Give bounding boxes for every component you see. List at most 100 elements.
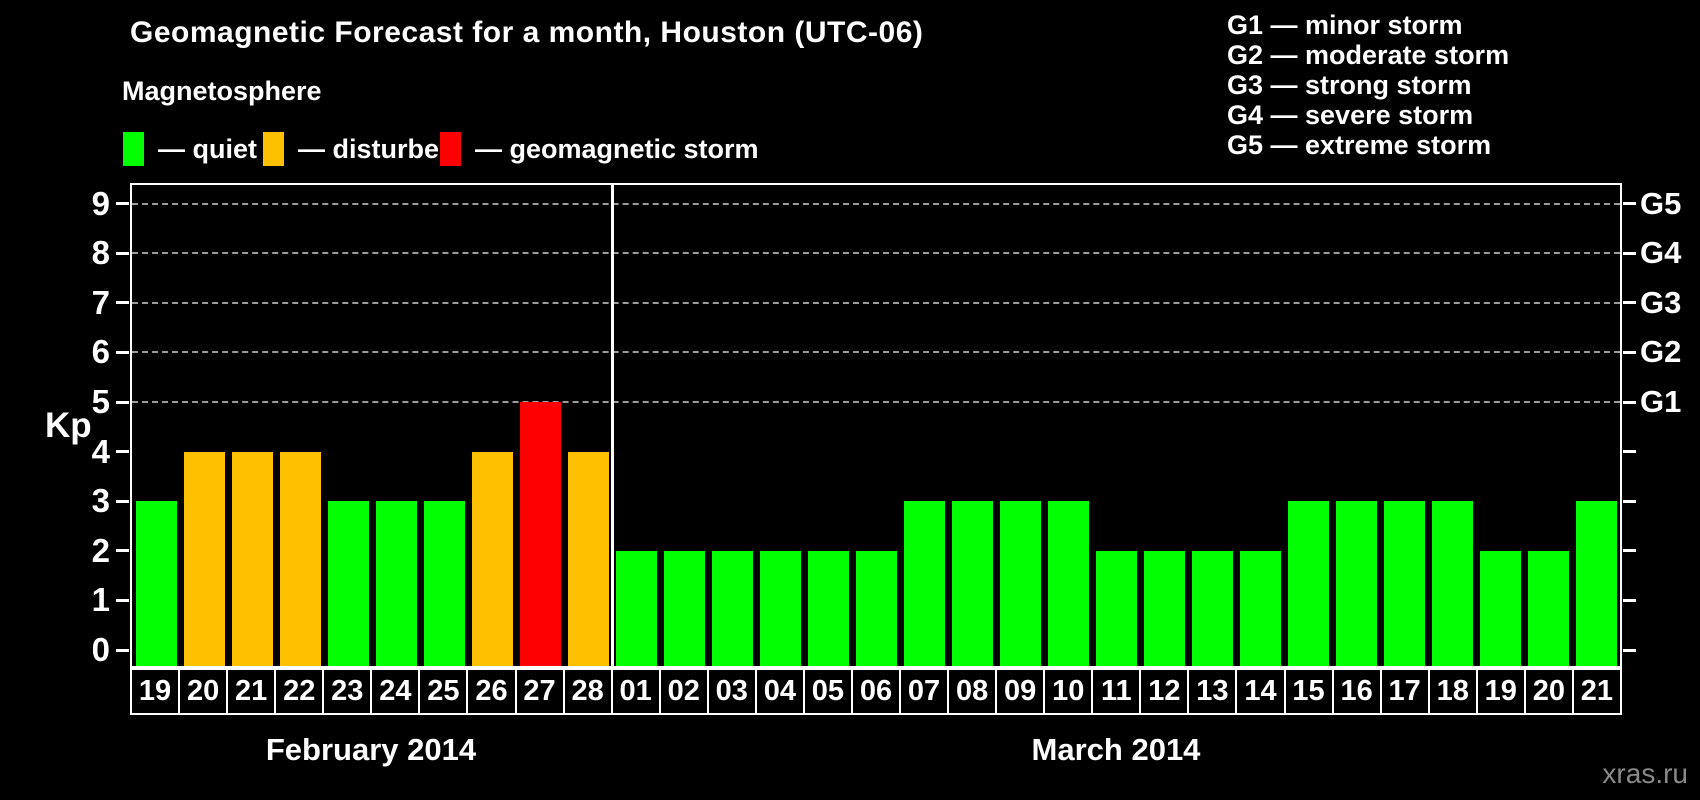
y-tick-right-2 (1623, 549, 1636, 553)
y-tick-left-9 (116, 202, 129, 206)
right-axis-label-g2: G2 (1640, 334, 1682, 370)
gridline-kp6 (132, 351, 1620, 354)
date-cell-mar-18: 18 (1427, 668, 1478, 715)
legend-item-quiet: — quiet (123, 131, 257, 167)
month-label-february: February 2014 (265, 732, 477, 767)
date-axis: 19 20 21 22 23 24 25 26 27 28 01 02 03 04 05 06 07 08 09 10… (130, 668, 1622, 715)
kp-bar-feb-20 (183, 451, 225, 666)
date-cell-mar-03: 03 (706, 668, 757, 715)
g-legend-item-g4: G4 — severe storm (1227, 100, 1474, 130)
kp-bar-feb-26 (471, 451, 513, 666)
y-tick-left-7 (116, 301, 129, 305)
kp-bar-mar-15 (1287, 501, 1329, 666)
kp-bar-feb-21 (231, 451, 273, 666)
date-cell-feb-22: 22 (274, 668, 325, 715)
date-cell-mar-19: 19 (1475, 668, 1526, 715)
kp-bar-mar-14 (1239, 550, 1281, 666)
chart-area: Kp 0 1 2 3 4 5 6 7 8 9 G1 G2 G3 G4 G5 19 20 21 22 23 24 25 26… (45, 183, 1681, 800)
y-tick-label-9: 9 (91, 184, 110, 222)
kp-bar-mar-20 (1527, 550, 1569, 666)
date-cell-mar-15: 15 (1283, 668, 1334, 715)
date-cell-feb-23: 23 (322, 668, 373, 715)
legend-label-quiet: — quiet (158, 133, 257, 164)
date-cell-feb-19: 19 (130, 668, 181, 715)
date-cell-feb-20: 20 (178, 668, 229, 715)
g-legend-item-g2: G2 — moderate storm (1227, 40, 1510, 70)
g-legend-item-g3: G3 — strong storm (1227, 70, 1472, 100)
date-cell-mar-02: 02 (658, 668, 709, 715)
kp-bar-mar-18 (1431, 501, 1473, 666)
y-tick-left-6 (116, 350, 129, 354)
g-legend-item-g5: G5 — extreme storm (1227, 130, 1492, 160)
date-cell-feb-21: 21 (226, 668, 277, 715)
kp-bar-feb-28 (567, 451, 609, 666)
kp-bar-mar-02 (663, 550, 705, 666)
date-cell-feb-25: 25 (418, 668, 469, 715)
date-cell-mar-01: 01 (610, 668, 661, 715)
legend-label-storm: — geomagnetic storm (475, 133, 759, 164)
legend-label-disturbed: — disturbed (298, 133, 456, 164)
g-scale-legend: G1 — minor storm G2 — moderate storm G3 … (1227, 10, 1509, 160)
kp-bar-feb-24 (375, 501, 417, 666)
y-tick-label-6: 6 (91, 333, 110, 371)
y-tick-right-7 (1623, 301, 1636, 305)
kp-bar-mar-16 (1335, 501, 1377, 666)
y-tick-left-5 (116, 400, 129, 404)
date-cell-mar-04: 04 (754, 668, 805, 715)
date-cell-feb-24: 24 (370, 668, 421, 715)
kp-bar-feb-25 (423, 501, 465, 666)
kp-bar-mar-05 (807, 550, 849, 666)
quiet-color-swatch (123, 132, 144, 166)
watermark: xras.ru (1602, 758, 1688, 789)
g-legend-item-g1: G1 — minor storm (1227, 10, 1463, 40)
disturbed-color-swatch (263, 132, 284, 166)
y-tick-label-1: 1 (91, 581, 110, 619)
kp-bar-mar-11 (1095, 550, 1137, 666)
y-tick-right-9 (1623, 202, 1636, 206)
kp-bar-mar-08 (951, 501, 993, 666)
kp-bar-mar-21 (1575, 501, 1617, 666)
date-cell-mar-16: 16 (1331, 668, 1382, 715)
right-axis-label-g5: G5 (1640, 185, 1682, 221)
date-cell-mar-17: 17 (1379, 668, 1430, 715)
kp-bar-mar-06 (855, 550, 897, 666)
y-axis-label: Kp (45, 406, 92, 445)
chart-title: Geomagnetic Forecast for a month, Housto… (130, 16, 924, 49)
gridline-kp9 (132, 202, 1620, 205)
y-tick-label-3: 3 (91, 482, 110, 520)
month-separator (610, 185, 614, 666)
kp-bar-mar-10 (1047, 501, 1089, 666)
y-tick-right-1 (1623, 598, 1636, 602)
y-tick-left-2 (116, 549, 129, 553)
gridline-kp7 (132, 301, 1620, 304)
y-tick-label-7: 7 (91, 283, 110, 321)
kp-bar-mar-03 (711, 550, 753, 666)
right-axis-label-g1: G1 (1640, 384, 1682, 419)
date-cell-mar-05: 05 (802, 668, 853, 715)
y-tick-left-0 (116, 648, 129, 652)
y-tick-left-4 (116, 450, 129, 454)
date-cell-feb-27: 27 (514, 668, 565, 715)
y-tick-right-0 (1623, 648, 1636, 652)
date-cell-mar-14: 14 (1235, 668, 1286, 715)
legend-item-disturbed: — disturbed (263, 131, 456, 167)
kp-bar-feb-22 (279, 451, 321, 666)
date-cell-mar-12: 12 (1139, 668, 1190, 715)
y-tick-right-3 (1623, 499, 1636, 503)
kp-bar-mar-09 (999, 501, 1041, 666)
date-cell-feb-28: 28 (562, 668, 613, 715)
legend-item-storm: — geomagnetic storm (440, 131, 759, 167)
date-cell-mar-13: 13 (1187, 668, 1238, 715)
date-cell-mar-11: 11 (1091, 668, 1142, 715)
y-tick-right-5 (1623, 400, 1636, 404)
date-cell-mar-07: 07 (899, 668, 950, 715)
kp-bar-mar-13 (1191, 550, 1233, 666)
y-tick-left-3 (116, 499, 129, 503)
kp-bar-mar-07 (903, 501, 945, 666)
y-tick-right-6 (1623, 350, 1636, 354)
gridline-kp8 (132, 252, 1620, 255)
kp-bar-feb-23 (327, 501, 369, 666)
plot-area: Kp 0 1 2 3 4 5 6 7 8 9 G1 G2 G3 G4 G5 (45, 183, 1681, 668)
y-tick-label-5: 5 (91, 383, 110, 420)
y-tick-left-8 (116, 251, 129, 255)
